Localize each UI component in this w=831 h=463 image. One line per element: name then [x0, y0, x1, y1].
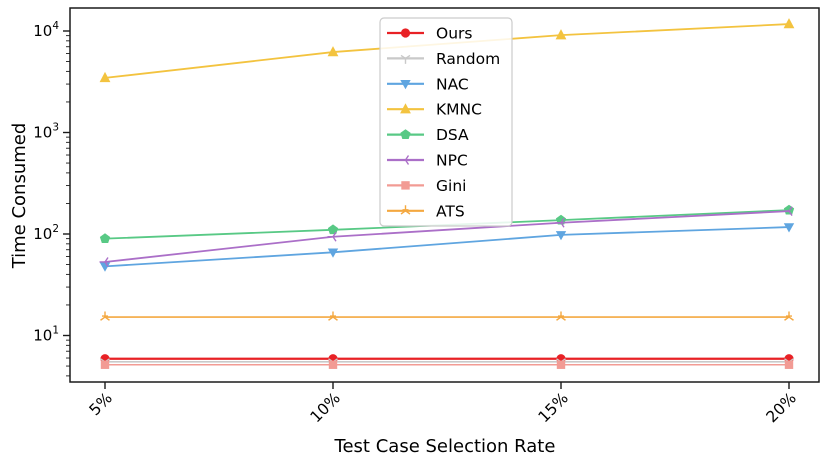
marker-circle [400, 28, 411, 38]
legend-label: Gini [436, 177, 466, 195]
marker-star-thin [556, 311, 566, 321]
marker-pentagon [783, 204, 795, 215]
x-axis: 5% 10% 15% 20% [86, 382, 800, 426]
marker-triangle-down [400, 80, 411, 90]
marker-triangle-up [400, 103, 411, 114]
marker-star-thin [100, 311, 110, 321]
marker-star-thin [400, 205, 411, 215]
y-tick-label: 101 [33, 325, 59, 345]
y-tick-label: 104 [33, 20, 59, 40]
marker-pentagon [99, 233, 111, 244]
x-axis-label: Test Case Selection Rate [334, 436, 556, 457]
series-npc [99, 206, 793, 267]
x-tick-label: 20% [763, 389, 800, 426]
legend-item-ours: Ours [387, 25, 472, 43]
legend-label: Random [436, 50, 500, 68]
y-tick-label: 102 [33, 223, 59, 243]
marker-triangle-up [783, 18, 795, 29]
y-tick-label: 103 [33, 122, 59, 142]
legend-item-ats: ATS [387, 202, 465, 220]
legend-item-gini: Gini [387, 177, 466, 195]
marker-triangle-down [99, 262, 111, 272]
marker-triangle-down [783, 223, 795, 233]
legend: Ours Random NAC KMNC DSA NPC Gini ATS [379, 17, 513, 227]
marker-square [784, 360, 794, 369]
marker-star-thin [784, 311, 794, 321]
legend-item-dsa: DSA [387, 126, 469, 144]
series-gini [100, 360, 794, 369]
marker-tri-left-thin [327, 231, 337, 242]
marker-triangle-down [327, 248, 339, 258]
x-tick-label: 5% [86, 389, 116, 419]
legend-label: NPC [436, 152, 468, 170]
x-tick-label: 10% [307, 389, 344, 426]
marker-tri-left-thin [555, 217, 565, 228]
legend-label: NAC [436, 75, 469, 93]
legend-label: Ours [436, 25, 472, 43]
marker-tri-left-thin [99, 257, 109, 267]
y-axis: 101 102 103 104 [33, 20, 70, 377]
series-ats [100, 311, 794, 321]
marker-square [556, 360, 566, 369]
marker-tri-down-thin [400, 54, 411, 64]
legend-label: KMNC [436, 101, 482, 119]
marker-square [328, 360, 338, 369]
marker-triangle-up [555, 29, 567, 40]
x-tick-label: 15% [535, 389, 572, 426]
legend-label: ATS [436, 202, 465, 220]
marker-pentagon [400, 129, 411, 139]
marker-star-thin [328, 311, 338, 321]
plot-frame [69, 7, 820, 383]
marker-square [401, 181, 410, 190]
marker-pentagon [327, 224, 339, 235]
legend-item-random: Random [387, 50, 500, 68]
series-random [100, 358, 794, 368]
legend-label: DSA [436, 126, 469, 144]
marker-triangle-down [555, 231, 567, 241]
legend-item-nac: NAC [387, 75, 469, 93]
series-line-npc [104, 210, 790, 263]
legend-item-kmnc: KMNC [387, 101, 482, 119]
marker-triangle-up [327, 46, 339, 57]
marker-tri-left-thin [783, 206, 793, 217]
series-line-nac [104, 226, 790, 268]
legend-item-npc: NPC [387, 152, 468, 170]
marker-triangle-up [99, 71, 111, 83]
marker-square [100, 360, 110, 369]
y-axis-label: Time Consumed [9, 122, 30, 269]
marker-tri-left-thin [400, 155, 410, 165]
legend-box [379, 17, 513, 227]
